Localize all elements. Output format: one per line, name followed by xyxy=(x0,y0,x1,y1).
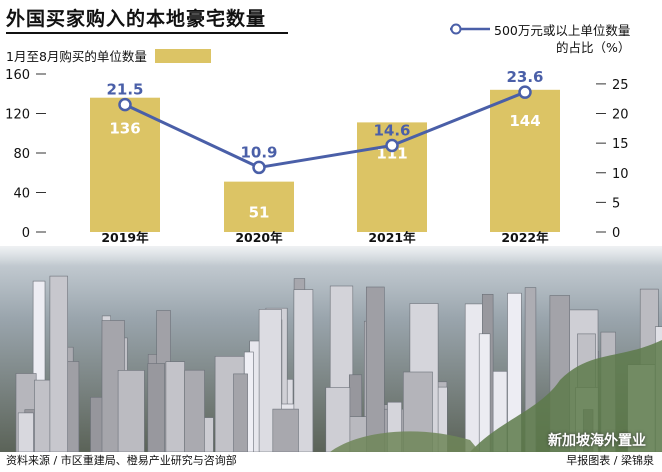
line-value-label: 10.9 xyxy=(240,143,277,161)
building xyxy=(325,387,351,453)
bar-legend: 1月至8月购买的单位数量 xyxy=(6,46,211,65)
y-right-tick-label: 20 xyxy=(612,108,629,123)
line-value-label: 21.5 xyxy=(106,81,143,99)
greenery xyxy=(470,340,662,452)
line-point xyxy=(252,160,266,175)
building xyxy=(272,408,299,453)
graphic-credit: 早报图表 / 梁锦泉 xyxy=(566,454,654,467)
x-tick-label: 2020年 xyxy=(235,230,283,245)
y-left-tick-label: 40 xyxy=(13,187,30,202)
line-value-label: 14.6 xyxy=(373,122,410,140)
plot-area: 0 40 80 120 160 0 5 10 15 20 25 136 51 111 144 2019年 202… xyxy=(5,68,628,245)
source-credit: 资料来源 / 市区重建局、橙易产业研究与咨询部 xyxy=(6,454,237,467)
line-legend-label-1: 500万元或以上单位数量 xyxy=(494,23,631,38)
bar-legend-swatch xyxy=(154,48,211,63)
line-legend-label-2: 的占比（%） xyxy=(556,40,631,55)
bar-value-label: 144 xyxy=(509,112,540,130)
building xyxy=(184,369,205,453)
line-series xyxy=(124,90,526,169)
building xyxy=(165,361,185,453)
y-right-tick-label: 10 xyxy=(612,167,629,182)
building xyxy=(49,275,68,453)
city-skyline-photo xyxy=(0,236,662,472)
x-tick-label: 2022年 xyxy=(501,230,549,245)
building xyxy=(478,333,491,453)
bar-value-label: 136 xyxy=(109,120,140,138)
building xyxy=(17,412,34,453)
line-value-label: 23.6 xyxy=(506,68,543,86)
x-tick-label: 2021年 xyxy=(368,230,416,245)
y-left-tick-label: 0 xyxy=(22,226,30,241)
building xyxy=(365,286,385,453)
y-left-tick-label: 160 xyxy=(5,68,30,83)
line-point xyxy=(118,97,132,112)
y-right-tick-label: 25 xyxy=(612,78,629,93)
photo-fade xyxy=(0,236,662,266)
bar-value-label: 111 xyxy=(376,144,407,162)
bar xyxy=(490,89,560,232)
building xyxy=(117,370,145,453)
line-point xyxy=(385,138,399,153)
building xyxy=(147,363,166,453)
building xyxy=(233,373,248,453)
watermark: 新加坡海外置业 xyxy=(548,433,646,449)
bar-value-label: 51 xyxy=(249,204,270,222)
bar-legend-label: 1月至8月购买的单位数量 xyxy=(6,49,147,64)
y-right-tick-label: 0 xyxy=(612,226,620,241)
y-right-tick-label: 15 xyxy=(612,137,629,152)
title-underline xyxy=(6,32,288,34)
bar xyxy=(90,97,160,232)
y-left-tick-label: 80 xyxy=(13,147,30,162)
line-legend-marker xyxy=(450,23,490,35)
y-right-tick-label: 5 xyxy=(612,196,620,211)
bar xyxy=(224,181,294,232)
credit-strip xyxy=(0,452,662,472)
y-left-tick-label: 120 xyxy=(5,108,30,123)
greenery xyxy=(330,431,480,452)
line-point xyxy=(518,85,532,99)
x-tick-label: 2019年 xyxy=(101,230,149,245)
chart-title: 外国买家购入的本地豪宅数量 xyxy=(6,8,267,30)
